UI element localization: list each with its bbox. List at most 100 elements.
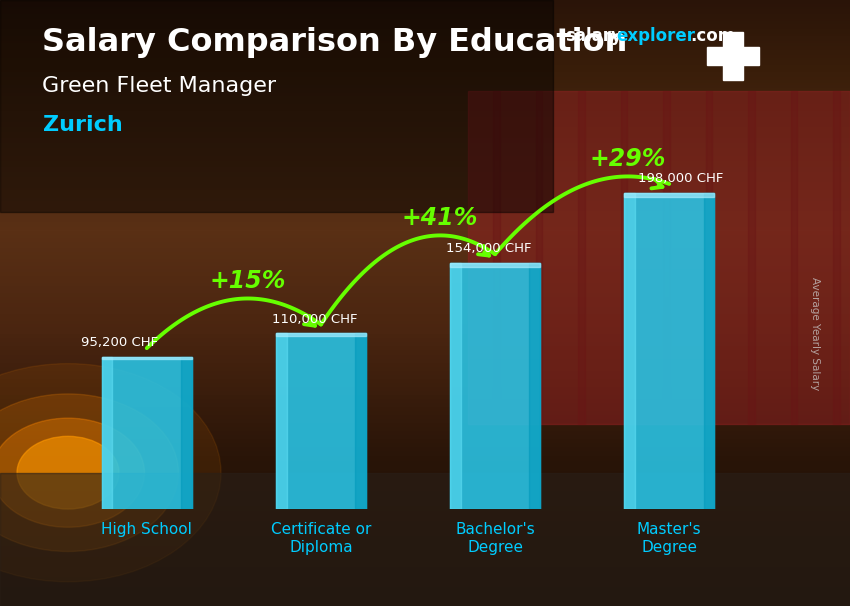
Text: +41%: +41% [402, 206, 479, 230]
Bar [0, 65, 850, 68]
Text: Average Yearly Salary: Average Yearly Salary [810, 277, 820, 390]
Bar [101, 357, 112, 509]
Bar [0, 58, 850, 61]
Bar [0, 110, 850, 112]
Text: 198,000 CHF: 198,000 CHF [638, 172, 723, 185]
Bar [0, 459, 850, 465]
Bar [181, 357, 192, 509]
Bar [0, 185, 850, 188]
Bar [0, 316, 850, 319]
Bar [0, 39, 850, 41]
Text: .com: .com [690, 27, 735, 45]
Bar [0, 278, 850, 282]
Bar [0, 430, 850, 435]
Bar [0, 237, 850, 241]
Bar [0, 17, 850, 19]
Bar [0, 571, 850, 576]
Bar [0, 244, 850, 247]
Bar [0, 217, 850, 220]
Bar [0, 144, 850, 146]
Bar [0, 183, 850, 185]
Bar [0, 330, 850, 333]
Bar [0, 159, 850, 162]
Bar [0, 207, 850, 209]
Bar [0, 495, 850, 500]
Bar [0, 102, 850, 104]
Bar [0, 12, 850, 15]
Bar [0, 370, 850, 374]
Bar [706, 91, 712, 424]
Bar [0, 374, 850, 378]
Bar [0, 470, 850, 474]
Bar [0, 138, 850, 141]
Bar [578, 91, 585, 424]
Bar [0, 596, 850, 601]
Bar [0, 541, 850, 545]
Bar [0, 447, 850, 450]
Bar [0, 56, 850, 58]
Bar [704, 193, 715, 509]
Bar [0, 490, 850, 495]
Bar [0, 73, 850, 75]
Bar [0, 473, 850, 606]
Bar [0, 313, 850, 316]
Bar [0, 390, 850, 394]
Text: explorer: explorer [616, 27, 695, 45]
Bar [0, 15, 850, 17]
Bar [0, 565, 850, 571]
Bar [275, 333, 286, 509]
Bar [0, 530, 850, 535]
Bar [624, 193, 715, 509]
Bar [0, 154, 850, 157]
Bar [624, 193, 635, 509]
Bar [0, 454, 850, 459]
Bar [450, 263, 541, 509]
Bar [0, 345, 850, 350]
Bar [0, 309, 850, 313]
Bar [450, 263, 461, 509]
Bar [0, 120, 850, 122]
Circle shape [0, 394, 178, 551]
Bar [101, 357, 192, 359]
Text: +29%: +29% [589, 147, 666, 171]
Bar [0, 53, 850, 56]
Bar [0, 288, 850, 292]
Bar [0, 261, 850, 265]
Bar [468, 91, 850, 424]
Bar [0, 196, 850, 199]
Bar [355, 333, 366, 509]
Bar [0, 0, 850, 2]
Bar [833, 91, 840, 424]
Bar [0, 333, 850, 338]
Bar [0, 561, 850, 565]
Bar [0, 353, 850, 358]
Text: Salary Comparison By Education: Salary Comparison By Education [42, 27, 628, 58]
Bar [0, 99, 850, 102]
Bar [536, 91, 542, 424]
Text: 110,000 CHF: 110,000 CHF [272, 313, 358, 325]
Bar [0, 96, 850, 99]
Bar [0, 500, 850, 505]
Bar [790, 91, 797, 424]
Bar [0, 86, 850, 88]
Bar [0, 149, 850, 152]
Bar [0, 130, 850, 133]
Bar [0, 199, 850, 201]
Bar [0, 591, 850, 596]
Bar [0, 302, 850, 306]
Bar [0, 576, 850, 581]
Bar [0, 365, 850, 370]
Bar [450, 263, 541, 267]
Bar [0, 505, 850, 510]
Bar [0, 398, 850, 402]
Text: Zurich: Zurich [42, 115, 122, 135]
Bar [530, 263, 541, 509]
Bar [0, 191, 850, 193]
Bar [0, 48, 850, 51]
Bar [0, 225, 850, 228]
Bar [0, 306, 850, 309]
Bar [0, 36, 850, 39]
Bar [0, 319, 850, 323]
Bar [0, 173, 850, 175]
Bar [0, 136, 850, 138]
